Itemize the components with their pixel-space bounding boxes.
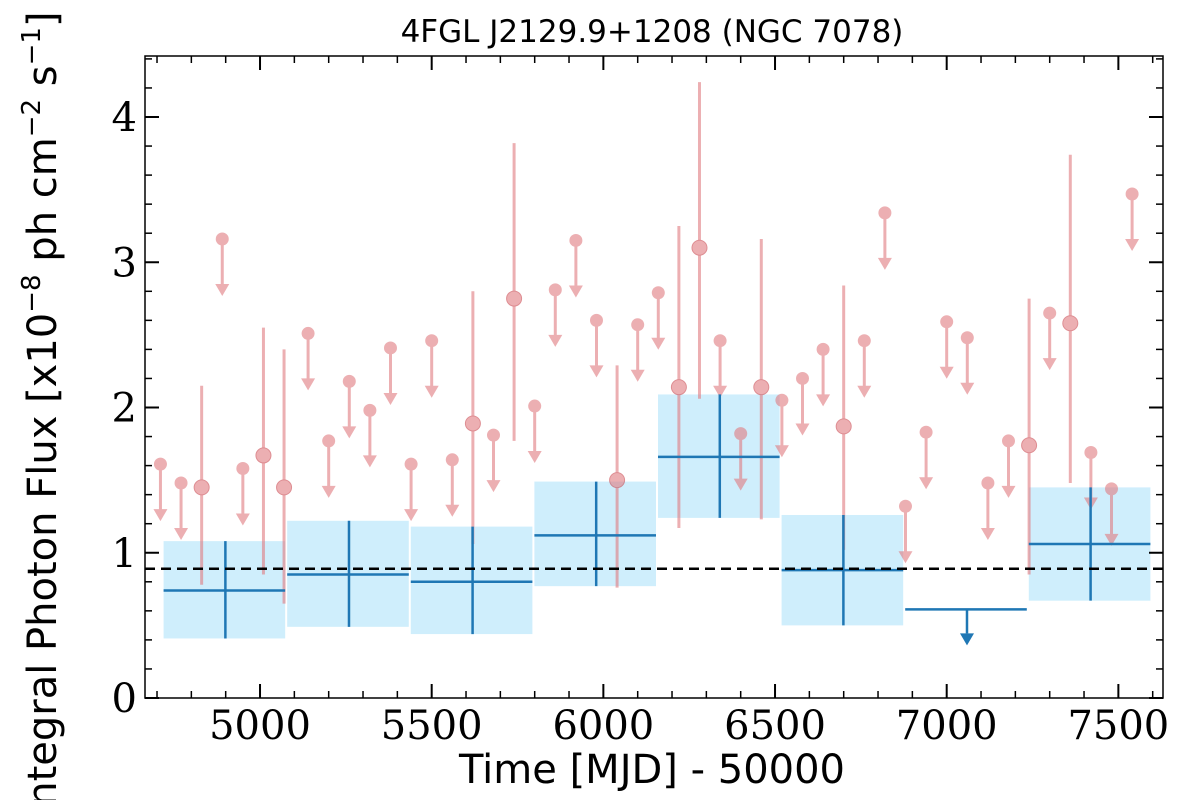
monthly-points: [153, 82, 1140, 604]
y-tick-label: 2: [112, 386, 137, 432]
monthly-detection: [255, 327, 272, 575]
monthly-upper-limit: [816, 342, 831, 407]
yearly-point: [287, 520, 409, 627]
monthly-upper-limit: [898, 499, 913, 564]
monthly-detection: [276, 349, 293, 604]
monthly-detection: [670, 225, 687, 529]
monthly-upper-limit: [445, 453, 460, 517]
monthly-upper-limit: [589, 313, 604, 378]
y-tick-label: 0: [112, 676, 137, 722]
monthly-upper-limit: [153, 457, 168, 522]
monthly-upper-limit: [548, 283, 563, 347]
monthly-upper-limit: [321, 434, 336, 498]
monthly-upper-limit: [919, 425, 934, 490]
monthly-detection: [1062, 154, 1079, 484]
y-axis-label: Integral Photon Flux [x10−8 ph cm−2 s−1]: [17, 11, 66, 800]
yearly-upper-limit: [905, 608, 1027, 646]
x-tick-label: 6500: [724, 703, 826, 749]
y-tick-label: 4: [112, 95, 137, 141]
monthly-upper-limit: [795, 371, 810, 436]
monthly-upper-limit: [527, 399, 542, 464]
monthly-upper-limit: [980, 476, 995, 541]
monthly-upper-limit: [486, 428, 501, 493]
monthly-upper-limit: [215, 232, 230, 297]
monthly-upper-limit: [1042, 306, 1057, 371]
monthly-upper-limit: [301, 326, 316, 391]
x-tick-label: 7500: [1067, 703, 1169, 749]
x-tick-label: 5500: [381, 703, 483, 749]
monthly-upper-limit: [383, 341, 398, 405]
monthly-upper-limit: [713, 334, 728, 398]
plot-frame: [144, 55, 1164, 699]
yearly-point: [657, 394, 780, 518]
chart-title: 4FGL J2129.9+1208 (NGC 7078): [401, 14, 904, 50]
monthly-detection: [1021, 298, 1038, 575]
monthly-upper-limit: [960, 331, 975, 395]
x-tick-label: 7000: [896, 703, 998, 749]
monthly-detection: [464, 291, 481, 545]
yearly-point: [1028, 487, 1151, 601]
x-tick-label: 6000: [552, 703, 654, 749]
monthly-detection: [691, 82, 708, 399]
monthly-upper-limit: [404, 457, 419, 522]
monthly-detection: [609, 365, 626, 588]
monthly-upper-limit: [174, 476, 189, 541]
yearly-point: [163, 541, 286, 639]
monthly-upper-limit: [424, 334, 439, 398]
monthly-upper-limit: [630, 318, 645, 382]
monthly-upper-limit: [877, 206, 892, 270]
yearly-points: [163, 394, 1151, 646]
monthly-upper-limit: [774, 393, 789, 458]
monthly-upper-limit: [235, 462, 250, 526]
monthly-detection: [193, 385, 210, 585]
monthly-detection: [753, 239, 770, 520]
plot-axes: 5000 5500 6000 6500 7000 7500 0 1 2 3 4: [112, 55, 1169, 749]
monthly-upper-limit: [1104, 482, 1119, 546]
y-tick-label: 3: [112, 240, 137, 286]
monthly-upper-limit: [939, 315, 954, 379]
monthly-upper-limit: [857, 334, 872, 398]
monthly-upper-limit: [568, 233, 583, 298]
yearly-point: [781, 514, 904, 626]
x-tick-label: 5000: [209, 703, 311, 749]
x-axis-label: Time [MJD] - 50000: [458, 747, 845, 793]
yearly-point: [410, 526, 533, 635]
monthly-upper-limit: [1001, 434, 1016, 498]
monthly-detection: [835, 285, 852, 550]
monthly-upper-limit: [651, 286, 666, 350]
monthly-upper-limit: [342, 374, 357, 439]
monthly-detection: [506, 143, 523, 441]
monthly-upper-limit: [1125, 187, 1140, 251]
yearly-bands: [163, 394, 1151, 639]
y-tick-label: 1: [112, 531, 137, 577]
monthly-upper-limit: [362, 403, 377, 468]
